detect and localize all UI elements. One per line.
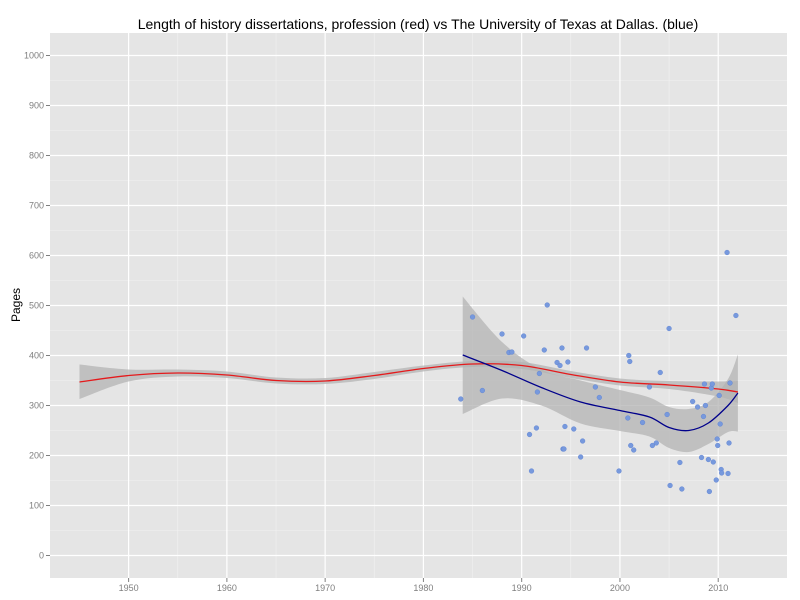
data-point bbox=[727, 380, 733, 386]
plot-panel bbox=[50, 33, 787, 578]
data-points bbox=[458, 249, 739, 495]
y-axis: 0 100 200 300 400 500 600 700 800 900 1000 bbox=[24, 51, 50, 561]
y-tick-label: 700 bbox=[29, 201, 44, 211]
data-point bbox=[626, 352, 632, 359]
data-point bbox=[716, 392, 722, 399]
data-point bbox=[706, 488, 712, 495]
data-point bbox=[714, 436, 720, 442]
data-point bbox=[533, 425, 540, 431]
y-tick-label: 500 bbox=[29, 301, 44, 311]
data-point bbox=[713, 477, 719, 483]
data-point bbox=[628, 442, 634, 449]
data-point bbox=[666, 325, 672, 332]
y-tick-label: 400 bbox=[29, 351, 44, 361]
chart-title: Length of history dissertations, profess… bbox=[138, 16, 699, 32]
data-point bbox=[702, 402, 709, 409]
y-tick-label: 800 bbox=[29, 151, 44, 161]
y-tick-label: 600 bbox=[29, 251, 44, 261]
data-point bbox=[561, 446, 567, 452]
data-point bbox=[649, 442, 655, 449]
data-point bbox=[616, 468, 622, 474]
smooth-line bbox=[462, 354, 739, 432]
data-point bbox=[700, 413, 707, 420]
data-point bbox=[536, 370, 542, 377]
data-point bbox=[592, 384, 598, 390]
data-point bbox=[544, 302, 550, 308]
data-point bbox=[698, 454, 705, 461]
x-tick-label: 1950 bbox=[119, 583, 139, 593]
data-point bbox=[664, 411, 670, 418]
data-point bbox=[534, 389, 541, 395]
data-point bbox=[580, 438, 586, 444]
data-point bbox=[509, 349, 515, 355]
data-point bbox=[521, 333, 527, 339]
y-tick-label: 300 bbox=[29, 401, 44, 411]
grid-major bbox=[50, 33, 787, 578]
data-point bbox=[724, 249, 730, 256]
smooth-lines bbox=[79, 354, 739, 432]
y-tick-label: 900 bbox=[29, 101, 44, 111]
data-point bbox=[541, 347, 547, 353]
y-tick-label: 0 bbox=[39, 551, 44, 561]
data-point bbox=[710, 459, 716, 465]
grid-minor bbox=[50, 33, 787, 578]
data-point bbox=[458, 396, 464, 402]
x-axis: 1950 1960 1970 1980 1990 2000 2010 bbox=[119, 578, 728, 593]
data-point bbox=[709, 381, 715, 387]
data-point bbox=[631, 447, 637, 453]
data-point bbox=[690, 398, 696, 405]
data-point bbox=[653, 440, 659, 446]
smooth-line bbox=[79, 363, 738, 393]
data-point bbox=[596, 394, 602, 401]
data-point bbox=[667, 482, 673, 489]
confidence-band bbox=[79, 360, 738, 403]
data-point bbox=[701, 381, 708, 387]
data-point bbox=[733, 312, 739, 319]
data-point bbox=[679, 486, 685, 492]
data-point bbox=[725, 470, 731, 477]
data-point bbox=[694, 404, 701, 410]
data-point bbox=[479, 387, 485, 394]
data-point bbox=[715, 442, 721, 449]
data-point bbox=[526, 431, 533, 438]
data-point bbox=[717, 421, 723, 427]
data-point bbox=[469, 314, 476, 320]
data-point bbox=[559, 345, 565, 351]
y-tick-label: 1000 bbox=[24, 51, 44, 61]
data-point bbox=[557, 362, 563, 369]
data-point bbox=[528, 468, 535, 474]
x-tick-label: 1990 bbox=[512, 583, 532, 593]
data-point bbox=[562, 423, 568, 430]
data-point bbox=[726, 440, 732, 446]
data-point bbox=[625, 415, 631, 421]
x-tick-label: 1960 bbox=[217, 583, 237, 593]
data-point bbox=[719, 470, 725, 476]
data-point bbox=[578, 454, 584, 460]
data-point bbox=[705, 456, 711, 463]
data-point bbox=[639, 419, 646, 426]
x-tick-label: 1970 bbox=[315, 583, 335, 593]
data-point bbox=[627, 358, 633, 365]
data-point bbox=[677, 459, 683, 466]
data-point bbox=[565, 359, 571, 365]
x-tick-label: 2010 bbox=[708, 583, 728, 593]
x-tick-label: 2000 bbox=[610, 583, 630, 593]
y-tick-label: 200 bbox=[29, 451, 44, 461]
data-point bbox=[646, 384, 653, 390]
x-tick-label: 1980 bbox=[413, 583, 433, 593]
y-axis-label: Pages bbox=[9, 288, 23, 322]
data-point bbox=[583, 345, 590, 351]
data-point bbox=[499, 331, 505, 337]
y-tick-label: 100 bbox=[29, 501, 44, 511]
data-point bbox=[657, 369, 663, 376]
data-point bbox=[571, 426, 577, 432]
